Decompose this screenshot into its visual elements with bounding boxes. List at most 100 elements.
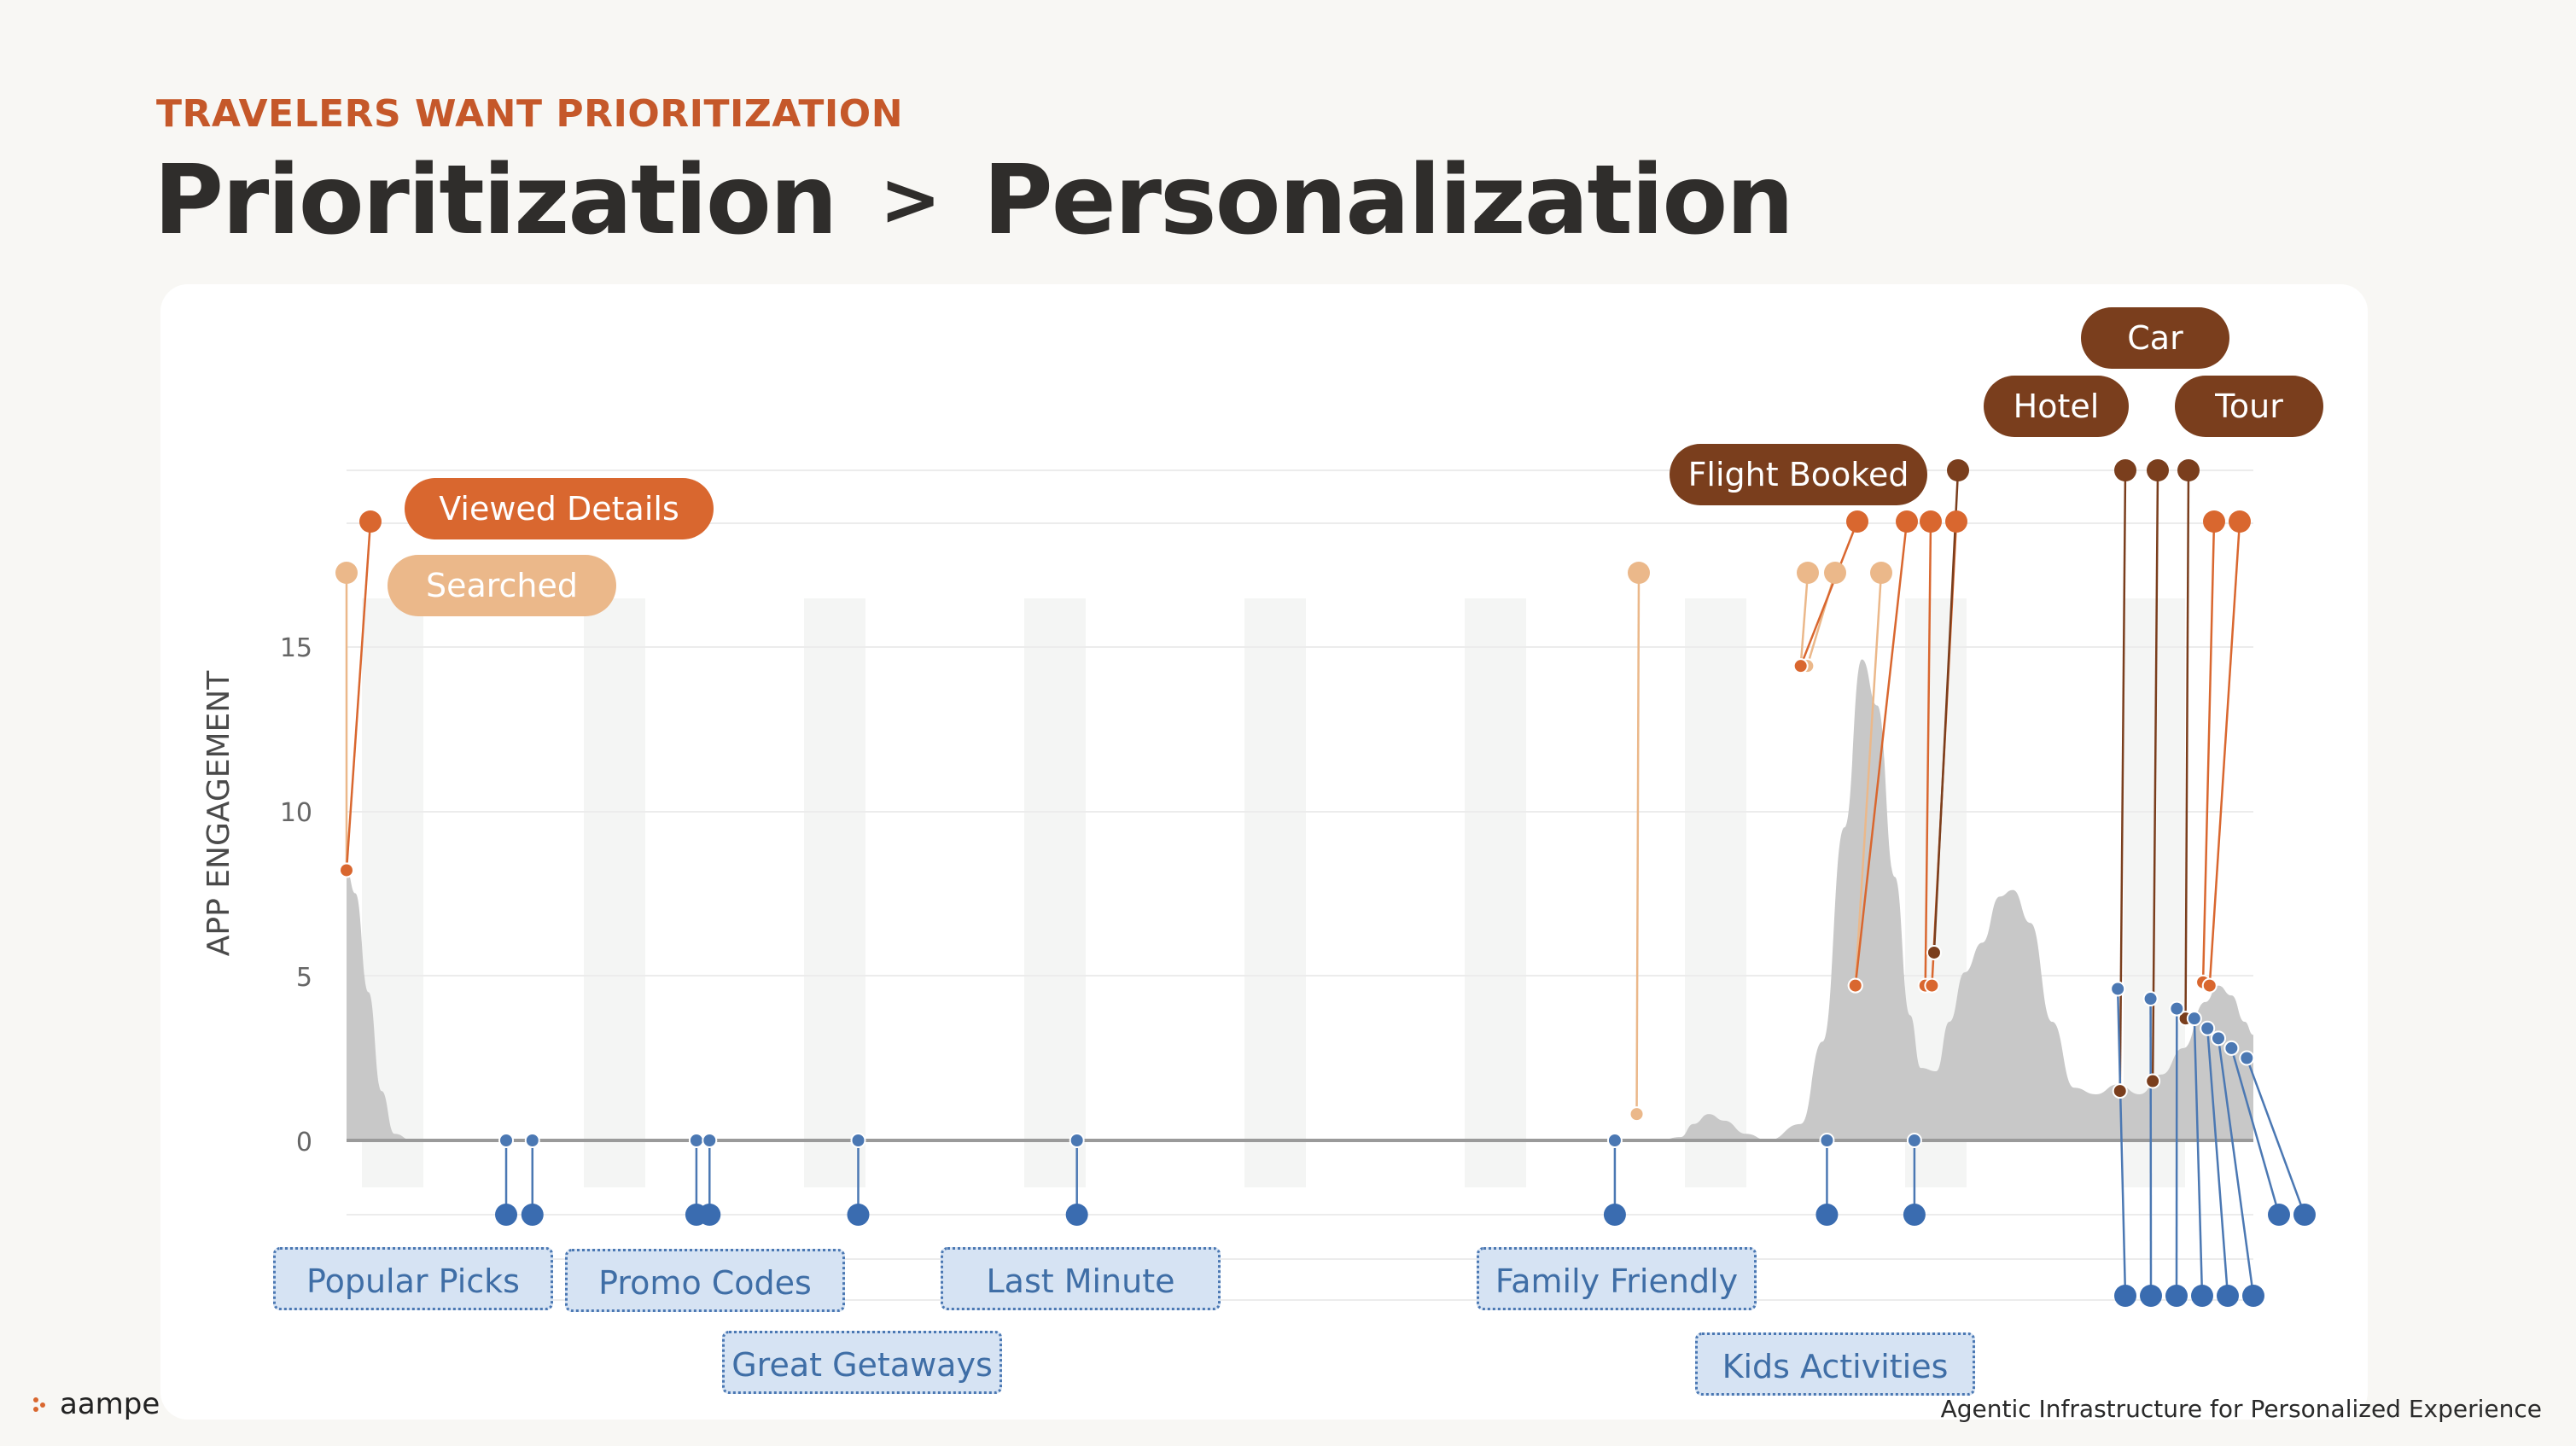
message-point	[524, 1133, 540, 1148]
message-dot	[2165, 1285, 2188, 1307]
event-stem	[2151, 469, 2159, 1082]
event-point	[1924, 977, 1940, 994]
message-dot	[521, 1204, 544, 1226]
legend-viewed-details: Viewed Details	[405, 478, 714, 539]
title-left: Prioritization	[154, 145, 838, 256]
event-top-dot	[359, 510, 382, 533]
message-dot	[1065, 1204, 1088, 1226]
event-point	[1629, 1106, 1645, 1122]
y-axis-label: APP ENGAGEMENT	[201, 670, 236, 956]
event-stem	[1854, 521, 1909, 986]
event-top-dot	[1920, 510, 1942, 533]
message-point	[2223, 1040, 2240, 1056]
event-point	[339, 862, 354, 878]
brand-name: aampe	[60, 1387, 160, 1421]
message-point	[498, 1133, 515, 1148]
event-point	[1926, 944, 1942, 960]
event-stem	[345, 521, 372, 871]
message-dot	[2140, 1285, 2162, 1307]
event-top-dot	[2203, 510, 2225, 533]
tag-kids-activities: Kids Activities	[1695, 1332, 1975, 1396]
event-stem	[2201, 521, 2216, 982]
message-point	[2200, 1020, 2216, 1036]
message-point	[1069, 1133, 1085, 1148]
message-dot	[2293, 1204, 2316, 1226]
title-arrow: >	[879, 157, 941, 242]
tag-family-friendly: Family Friendly	[1477, 1247, 1757, 1310]
event-top-dot	[1945, 510, 1967, 533]
y-tick-label: 15	[280, 633, 312, 663]
message-point	[2239, 1050, 2255, 1066]
background-band	[1244, 598, 1306, 1187]
y-axis: APP ENGAGEMENT 0 5 10 15	[201, 633, 312, 1157]
legend-car: Car	[2081, 307, 2229, 369]
message-point	[1606, 1133, 1623, 1148]
legend-searched: Searched	[388, 555, 616, 616]
y-tick-label: 0	[296, 1128, 312, 1157]
event-point	[2112, 1083, 2128, 1099]
message-point	[702, 1133, 718, 1148]
message-point	[2142, 991, 2159, 1007]
engagement-area-fill	[347, 659, 2253, 1140]
message-point	[1819, 1133, 1835, 1148]
message-point	[1906, 1133, 1922, 1148]
message-stem	[2116, 988, 2127, 1297]
message-dot	[847, 1204, 870, 1226]
event-top-dot	[1947, 459, 1969, 481]
message-stem	[2246, 1058, 2306, 1216]
footer-tagline: Agentic Infrastructure for Personalized …	[1940, 1395, 2542, 1423]
event-top-dot	[1628, 562, 1650, 584]
message-dot	[2268, 1204, 2290, 1226]
message-dot	[1815, 1204, 1839, 1226]
title-right: Personalization	[982, 145, 1794, 256]
message-dot	[2191, 1285, 2213, 1307]
tag-great-getaways: Great Getaways	[722, 1331, 1002, 1394]
event-top-dot	[335, 562, 358, 584]
event-point	[1847, 977, 1863, 994]
event-stem	[1799, 521, 1859, 667]
event-stem	[2208, 521, 2241, 986]
background-band	[1685, 598, 1746, 1187]
event-top-dot	[2229, 510, 2251, 533]
chart-card: APP ENGAGEMENT 0 5 10 15	[160, 284, 2368, 1420]
message-dot	[495, 1204, 518, 1226]
tag-popular-picks: Popular Picks	[273, 1247, 553, 1310]
event-top-dot	[1797, 562, 1819, 584]
event-point	[1792, 658, 1809, 674]
legend-flight-booked: Flight Booked	[1670, 444, 1927, 505]
message-dot	[2217, 1285, 2239, 1307]
message-stem	[2193, 1018, 2204, 1297]
event-stem	[1924, 521, 1932, 986]
background-band	[1465, 598, 1526, 1187]
engagement-chart: APP ENGAGEMENT 0 5 10 15	[201, 459, 2316, 1307]
tag-last-minute: Last Minute	[941, 1247, 1221, 1310]
background-band	[584, 598, 645, 1187]
background-band	[804, 598, 865, 1187]
event-point	[2201, 977, 2218, 994]
event-top-dot	[1896, 510, 1918, 533]
message-dot	[2242, 1285, 2264, 1307]
eyebrow-heading: TRAVELERS WANT PRIORITIZATION	[156, 92, 904, 136]
tag-promo-codes: Promo Codes	[565, 1249, 845, 1312]
message-dot	[698, 1204, 721, 1226]
message-stem	[2217, 1038, 2255, 1297]
message-point	[2211, 1030, 2227, 1047]
event-top-dot	[1846, 510, 1868, 533]
message-dot	[2114, 1285, 2136, 1307]
event-stem	[1932, 469, 1960, 953]
event-stem	[2184, 469, 2190, 1019]
event-top-dot	[2177, 459, 2200, 481]
y-tick-label: 10	[280, 798, 312, 828]
message-point	[850, 1133, 866, 1148]
event-top-dot	[1824, 562, 1846, 584]
message-point	[688, 1133, 704, 1148]
event-stem	[1854, 572, 1883, 986]
message-dot	[1903, 1204, 1926, 1226]
message-point	[2186, 1011, 2202, 1027]
background-band	[1024, 598, 1086, 1187]
message-stem	[2230, 1047, 2281, 1216]
message-dot	[1603, 1204, 1626, 1226]
brand-logo: aampe	[31, 1387, 160, 1421]
page-title: Prioritization > Personalization	[154, 145, 1794, 256]
message-point	[2110, 981, 2126, 997]
